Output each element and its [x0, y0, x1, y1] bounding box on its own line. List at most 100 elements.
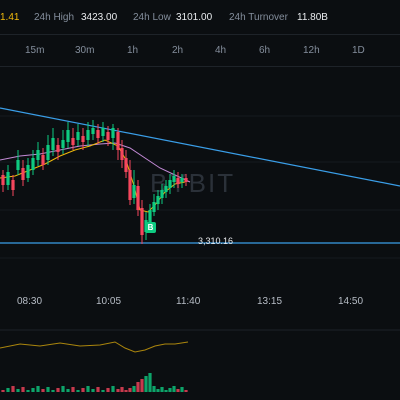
volume-bar: [160, 387, 164, 392]
volume-bar: [31, 388, 35, 392]
volume-bar: [124, 390, 128, 392]
candle-body: [6, 172, 10, 185]
volume-bar: [86, 386, 90, 392]
time-label: 14:50: [338, 296, 364, 307]
volume-bar: [61, 386, 65, 392]
candle-body: [96, 130, 100, 138]
candle-body: [184, 178, 188, 182]
volume-bar: [128, 388, 132, 392]
volume-bar: [11, 386, 15, 392]
candle-body: [101, 128, 105, 136]
volume-bar: [76, 390, 80, 392]
turnover-value: 11.80B: [297, 12, 328, 23]
candle-body: [172, 176, 176, 182]
volume-bar: [56, 388, 60, 392]
volume-bar: [156, 389, 160, 392]
volume-bar: [66, 389, 70, 392]
candle-body: [132, 185, 136, 198]
time-label: 13:15: [257, 296, 283, 307]
divider: [0, 66, 400, 67]
time-label: 11:40: [176, 296, 201, 307]
volume-bar: [180, 387, 184, 392]
candle-body: [106, 132, 110, 140]
candle-body: [1, 175, 5, 185]
timeframe-15m[interactable]: 15m: [25, 45, 45, 56]
candle-body: [21, 168, 25, 180]
timeframe-4h[interactable]: 4h: [215, 45, 227, 56]
volume-bar: [140, 379, 144, 392]
volume-bar: [46, 387, 50, 392]
volume-bar: [172, 386, 176, 392]
candle-body: [81, 136, 85, 142]
candle-body: [16, 160, 20, 170]
volume-bar: [152, 386, 156, 392]
candle-body: [26, 165, 30, 178]
low-label: 24h Low: [133, 12, 171, 23]
divider: [0, 34, 400, 35]
candle-body: [180, 178, 184, 182]
candle-body: [152, 202, 156, 212]
support-level-label: 3,310.16: [198, 236, 234, 246]
volume-bar: [184, 390, 188, 392]
candle-body: [66, 130, 70, 142]
volume-bar: [1, 390, 5, 392]
volume-bar: [96, 387, 100, 392]
candle-body: [156, 196, 160, 204]
ticker-stats-bar: 1.41 24h High 3423.00 24h Low 3101.00 24…: [0, 0, 400, 34]
volume-bar: [91, 389, 95, 392]
candle-body: [116, 132, 120, 150]
candle-body: [31, 158, 35, 170]
candle-body: [56, 145, 60, 152]
timeframe-30m[interactable]: 30m: [75, 45, 95, 56]
volume-bars: [1, 373, 188, 392]
volume-bar: [16, 389, 20, 392]
candle-body: [128, 170, 132, 200]
volume-bar: [51, 390, 55, 392]
high-label: 24h High: [34, 12, 75, 23]
trendline: [0, 107, 400, 187]
timeframe-1d[interactable]: 1D: [352, 45, 365, 56]
volume-bar: [21, 387, 25, 392]
candle-body: [164, 186, 168, 192]
volume-bar: [41, 389, 45, 392]
candlestick-series: [1, 120, 188, 244]
candle-body: [41, 155, 45, 165]
volume-bar: [176, 389, 180, 392]
candle-body: [148, 210, 152, 222]
volume-bar: [120, 387, 124, 392]
timeframe-6h[interactable]: 6h: [259, 45, 271, 56]
volume-bar: [132, 386, 136, 392]
timeframe-12h[interactable]: 12h: [303, 45, 320, 56]
volume-bar: [144, 376, 148, 392]
low-value: 3101.00: [176, 12, 213, 23]
volume-bar: [101, 390, 105, 392]
candle-body: [36, 150, 40, 160]
candle-body: [91, 128, 95, 134]
candle-body: [71, 138, 75, 145]
candle-body: [46, 145, 50, 160]
buy-signal-badge: B: [145, 222, 156, 233]
candle-body: [111, 128, 115, 138]
oscillator-line: [0, 341, 189, 353]
volume-bar: [71, 387, 75, 392]
candle-body: [136, 186, 140, 210]
volume-bar: [106, 388, 110, 392]
candle-body: [76, 132, 80, 140]
volume-bar: [36, 386, 40, 392]
volume-bar: [81, 388, 85, 392]
volume-bar: [164, 390, 168, 392]
candle-body: [61, 140, 65, 148]
timeframe-selector: 15m 30m 1h 2h 4h 6h 12h 1D: [0, 34, 400, 66]
volume-bar: [148, 373, 152, 392]
candle-body: [124, 158, 128, 172]
candle-body: [120, 148, 124, 160]
timeframe-1h[interactable]: 1h: [127, 45, 139, 56]
time-label: 08:30: [17, 296, 43, 307]
candle-body: [86, 130, 90, 140]
volume-bar: [111, 386, 115, 392]
timeframe-2h[interactable]: 2h: [172, 45, 184, 56]
candle-body: [176, 178, 180, 184]
volume-bar: [6, 388, 10, 392]
volume-bar: [26, 390, 30, 392]
